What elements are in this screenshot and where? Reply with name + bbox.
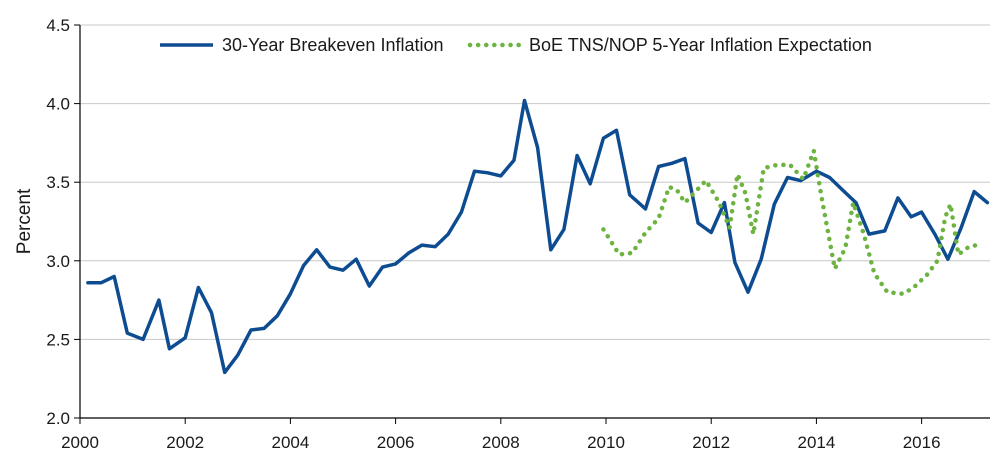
y-axis-title: Percent (14, 188, 35, 254)
y-tick-label: 3.5 (46, 173, 70, 192)
x-tick-label: 2002 (166, 433, 204, 452)
x-tick-label: 2008 (482, 433, 520, 452)
x-tick-label: 2010 (587, 433, 625, 452)
x-tick-label: 2016 (903, 433, 941, 452)
legend-label-2: BoE TNS/NOP 5-Year Inflation Expectation (529, 35, 872, 55)
x-tick-label: 2000 (61, 433, 99, 452)
legend: 30-Year Breakeven Inflation BoE TNS/NOP 5… (160, 35, 872, 55)
y-tick-label: 3.0 (46, 252, 70, 271)
gridlines (80, 24, 990, 340)
y-tick-label: 4.5 (46, 16, 70, 35)
axes: 2.0 2.5 3.0 3.5 4.0 4.5 2000 2002 2004 2006 2008 20… (46, 16, 990, 452)
y-tick-label: 2.5 (46, 330, 70, 349)
x-tick-label: 2004 (271, 433, 309, 452)
y-tick-label: 2.0 (46, 409, 70, 428)
series-line-1 (86, 98, 990, 375)
x-tick-label: 2006 (377, 433, 415, 452)
x-tick-label: 2014 (798, 433, 836, 452)
x-tick-label: 2012 (692, 433, 730, 452)
y-tick-label: 4.0 (46, 95, 70, 114)
series-line-2 (601, 148, 980, 297)
series-lines (86, 98, 990, 375)
legend-label-1: 30-Year Breakeven Inflation (222, 35, 443, 55)
